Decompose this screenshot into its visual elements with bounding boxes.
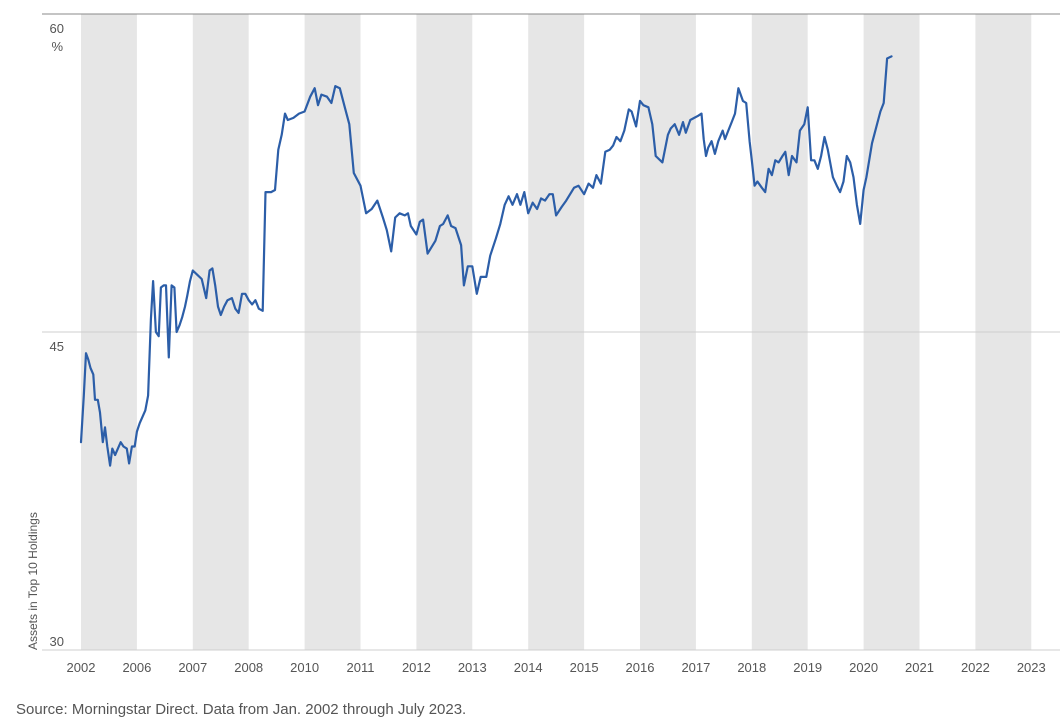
x-tick-label-2018: 2018 [737,660,766,675]
x-tick-label-2002: 2002 [67,660,96,675]
y-tick-label-45: 45 [50,339,64,354]
x-tick-label-2007: 2007 [178,660,207,675]
x-tick-label-2016: 2016 [626,660,655,675]
x-tick-label-2015: 2015 [570,660,599,675]
x-tick-label-2020: 2020 [849,660,878,675]
x-tick-label-2013: 2013 [458,660,487,675]
y-axis-label: Assets in Top 10 Holdings [26,512,40,650]
y-axis-unit-label: % [51,39,63,54]
x-tick-label-2023: 2023 [1017,660,1046,675]
x-tick-label-2014: 2014 [514,660,543,675]
x-tick-label-2022: 2022 [961,660,990,675]
x-tick-label-2021: 2021 [905,660,934,675]
series-line [79,55,893,467]
line-chart: 30 45 60 % 2002 2006 2007 2008 2010 2011 2012 201… [26,13,1060,675]
x-tick-label-2012: 2012 [402,660,431,675]
x-tick-label-2011: 2011 [347,660,375,675]
x-tick-label-2019: 2019 [793,660,822,675]
source-note: Source: Morningstar Direct. Data from Ja… [16,701,467,718]
x-tick-label-2008: 2008 [234,660,263,675]
y-tick-label-30: 30 [50,634,64,649]
x-axis-ticks: 2002 2006 2007 2008 2010 2011 2012 2013 2014 2015… [67,660,1046,675]
gridlines [42,13,1060,651]
y-tick-label-60: 60 [50,21,64,36]
x-tick-label-2006: 2006 [122,660,151,675]
x-tick-label-2010: 2010 [290,660,319,675]
y-axis-ticks: 30 45 60 [50,21,64,649]
series-group [79,55,893,467]
x-tick-label-2017: 2017 [681,660,710,675]
